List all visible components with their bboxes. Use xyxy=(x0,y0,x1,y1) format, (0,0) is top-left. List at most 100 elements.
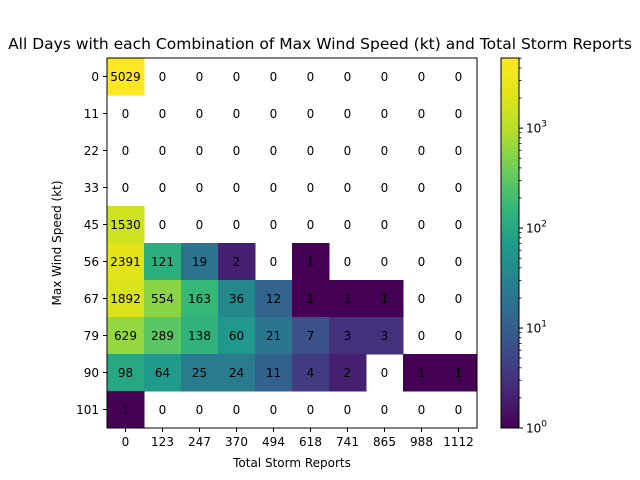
colorbar-ticks: 100 101 102 103 xyxy=(519,57,547,436)
heatmap-cell xyxy=(107,58,145,96)
cell-value-label: 1 xyxy=(381,292,389,306)
cell-value-label: 0 xyxy=(122,181,130,195)
cell-value-label: 0 xyxy=(307,144,315,158)
cell-value-label: 0 xyxy=(307,107,315,121)
cell-value-label: 0 xyxy=(418,329,426,343)
cell-value-label: 0 xyxy=(307,403,315,417)
heatmap-cell xyxy=(218,243,256,281)
plot-frame xyxy=(106,57,478,429)
cell-value-label: 0 xyxy=(233,70,241,84)
heatmap-cell xyxy=(107,243,145,281)
y-tick-label: 56 xyxy=(84,255,99,269)
cell-value-label: 0 xyxy=(455,70,463,84)
cell-value-label: 0 xyxy=(344,70,352,84)
cell-value-label: 98 xyxy=(118,366,133,380)
colorbar-tick-label: 102 xyxy=(526,220,547,236)
cell-value-label: 0 xyxy=(344,255,352,269)
heatmap-cell xyxy=(329,317,367,355)
cell-value-label: 121 xyxy=(151,255,174,269)
y-tick-label: 0 xyxy=(91,70,99,84)
cell-value-label: 60 xyxy=(229,329,244,343)
heatmap-cell xyxy=(144,243,182,281)
cell-value-label: 4 xyxy=(307,366,315,380)
cell-value-label: 0 xyxy=(233,144,241,158)
cell-value-label: 0 xyxy=(270,218,278,232)
cell-value-label: 0 xyxy=(196,70,204,84)
chart-title: All Days with each Combination of Max Wi… xyxy=(8,35,632,53)
cell-value-label: 0 xyxy=(307,181,315,195)
cell-value-label: 0 xyxy=(418,181,426,195)
colorbar xyxy=(500,57,520,429)
colorbar-tick-label: 101 xyxy=(526,320,547,336)
cell-value-label: 11 xyxy=(266,366,281,380)
cell-value-label: 0 xyxy=(381,403,389,417)
heatmap-cell xyxy=(292,354,330,392)
cell-value-label: 0 xyxy=(418,218,426,232)
heatmap-cell xyxy=(329,280,367,318)
heatmap-cells xyxy=(107,58,478,429)
heatmap-cell xyxy=(181,354,219,392)
cell-value-label: 0 xyxy=(122,107,130,121)
heatmap-cell xyxy=(181,317,219,355)
x-tick-label: 618 xyxy=(299,435,322,449)
x-tick-label: 370 xyxy=(225,435,248,449)
cell-value-label: 0 xyxy=(344,107,352,121)
cell-value-label: 0 xyxy=(122,144,130,158)
cell-value-label: 5029 xyxy=(110,70,141,84)
cell-value-label: 0 xyxy=(270,181,278,195)
cell-value-label: 0 xyxy=(381,107,389,121)
cell-value-label: 7 xyxy=(307,329,315,343)
cell-value-label: 0 xyxy=(381,181,389,195)
cell-value-label: 1 xyxy=(307,255,315,269)
cell-value-label: 1892 xyxy=(110,292,141,306)
heatmap-cell xyxy=(218,317,256,355)
cell-value-label: 0 xyxy=(344,403,352,417)
heatmap-cell xyxy=(144,317,182,355)
cell-value-label: 0 xyxy=(455,218,463,232)
cell-value-label: 64 xyxy=(155,366,170,380)
cell-value-label: 36 xyxy=(229,292,244,306)
cell-value-label: 163 xyxy=(188,292,211,306)
cell-value-label: 0 xyxy=(270,255,278,269)
x-axis-label: Total Storm Reports xyxy=(232,456,351,470)
cell-value-label: 0 xyxy=(159,144,167,158)
heatmap-cell xyxy=(292,317,330,355)
cell-value-label: 0 xyxy=(381,366,389,380)
cell-value-label: 3 xyxy=(381,329,389,343)
y-tick-label: 101 xyxy=(76,403,99,417)
cell-value-label: 0 xyxy=(381,70,389,84)
cell-value-label: 138 xyxy=(188,329,211,343)
x-tick-label: 0 xyxy=(122,435,130,449)
cell-value-label: 0 xyxy=(344,218,352,232)
heatmap-cell xyxy=(255,280,293,318)
heatmap-cell xyxy=(107,354,145,392)
cell-value-label: 0 xyxy=(196,403,204,417)
cell-value-label: 0 xyxy=(270,403,278,417)
cell-value-label: 0 xyxy=(455,181,463,195)
cell-value-label: 0 xyxy=(159,70,167,84)
heatmap-cell-labels: 5029 0 0 0 0 0 0 0 0 0 0 0 0 0 0 0 0 0 0 0 0 0 0 0 0 0 0 0 0 0 0 0 0 0 0 0 0… xyxy=(110,70,462,417)
cell-value-label: 0 xyxy=(455,107,463,121)
cell-value-label: 0 xyxy=(418,292,426,306)
cell-value-label: 0 xyxy=(455,329,463,343)
heatmap-cell xyxy=(292,243,330,281)
cell-value-label: 0 xyxy=(196,181,204,195)
y-tick-label: 90 xyxy=(84,366,99,380)
cell-value-label: 1 xyxy=(344,292,352,306)
cell-value-label: 0 xyxy=(455,403,463,417)
cell-value-label: 289 xyxy=(151,329,174,343)
cell-value-label: 1 xyxy=(122,403,130,417)
cell-value-label: 21 xyxy=(266,329,281,343)
cell-value-label: 0 xyxy=(455,255,463,269)
cell-value-label: 1 xyxy=(307,292,315,306)
cell-value-label: 0 xyxy=(418,255,426,269)
cell-value-label: 0 xyxy=(159,181,167,195)
cell-value-label: 24 xyxy=(229,366,244,380)
y-tick-label: 79 xyxy=(84,329,99,343)
cell-value-label: 2 xyxy=(233,255,241,269)
cell-value-label: 2 xyxy=(344,366,352,380)
cell-value-label: 0 xyxy=(307,70,315,84)
heatmap-cell xyxy=(218,354,256,392)
cell-value-label: 0 xyxy=(307,218,315,232)
